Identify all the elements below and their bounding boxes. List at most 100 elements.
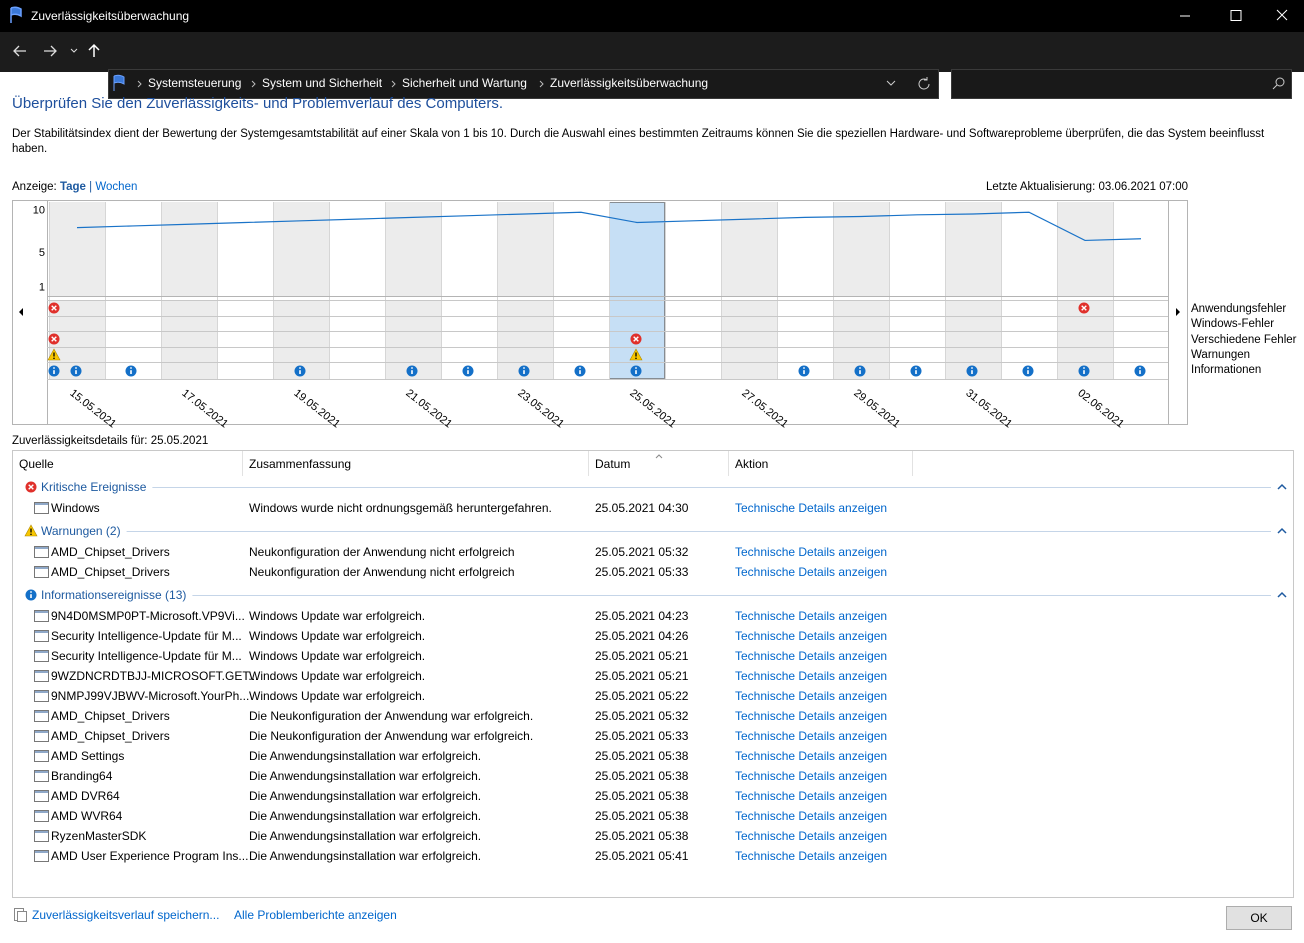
nav-buttons — [13, 43, 100, 57]
group-title[interactable]: Kritische Ereignisse — [41, 480, 147, 494]
error-icon-cross — [51, 305, 57, 311]
table-cell: 25.05.2021 05:38 — [595, 829, 689, 843]
table-cell: Windows Update war erfolgreich. — [249, 649, 426, 663]
up-button[interactable] — [88, 43, 100, 57]
info-icon-dot — [53, 367, 55, 369]
table-cell: 25.05.2021 05:22 — [595, 689, 689, 703]
group-title[interactable]: Warnungen (2) — [41, 524, 121, 538]
details-link[interactable]: Technische Details anzeigen — [735, 729, 888, 743]
breadcrumb-item[interactable]: Sicherheit und Wartung — [402, 76, 527, 90]
details-link[interactable]: Technische Details anzeigen — [735, 829, 888, 843]
table-cell: 25.05.2021 05:32 — [595, 709, 689, 723]
day-column-shade — [161, 202, 217, 296]
app-icon-bar — [35, 771, 48, 773]
view-weeks[interactable]: Wochen — [95, 181, 138, 193]
day-column-shade — [497, 202, 553, 296]
info-icon-dot — [579, 367, 581, 369]
details-link[interactable]: Technische Details anzeigen — [735, 565, 888, 579]
y-tick-label: 1 — [39, 281, 45, 293]
title-bar: Zuverlässigkeitsüberwachung — [0, 0, 1304, 32]
table-cell: 25.05.2021 05:21 — [595, 669, 689, 683]
group-title[interactable]: Informationsereignisse (13) — [41, 588, 187, 602]
problem-reports-link[interactable]: Alle Problemberichte anzeigen — [234, 908, 397, 922]
details-link[interactable]: Technische Details anzeigen — [735, 689, 888, 703]
details-link[interactable]: Technische Details anzeigen — [735, 649, 888, 663]
details-link[interactable]: Technische Details anzeigen — [735, 749, 888, 763]
table-cell: 9NMPJ99VJBWV-Microsoft.YourPh... — [51, 689, 250, 703]
breadcrumb-item[interactable]: Zuverlässigkeitsüberwachung — [550, 76, 709, 90]
sort-indicator — [655, 454, 663, 459]
app-icon — [34, 546, 49, 558]
app-icon — [34, 830, 49, 842]
breadcrumb-item[interactable]: System und Sicherheit — [262, 76, 383, 90]
table-cell: AMD User Experience Program Ins... — [51, 849, 249, 863]
address-bar: Systemsteuerung System und Sicherheit Sich… — [0, 32, 1304, 99]
save-history-link[interactable]: Zuverlässigkeitsverlauf speichern... — [32, 908, 220, 922]
history-button[interactable] — [70, 48, 78, 53]
table-cell: Windows — [51, 501, 100, 515]
details-link[interactable]: Technische Details anzeigen — [735, 849, 888, 863]
column-header[interactable]: Aktion — [735, 457, 769, 471]
breadcrumb-box: Systemsteuerung System und Sicherheit Sich… — [108, 69, 939, 99]
last-update: Letzte Aktualisierung: 03.06.2021 07:00 — [985, 181, 1188, 193]
day-column-shade — [833, 202, 889, 296]
day-column-shade — [721, 300, 777, 379]
day-column-shade — [945, 202, 1001, 296]
details-link[interactable]: Technische Details anzeigen — [735, 709, 888, 723]
column-header[interactable]: Datum — [595, 457, 631, 471]
event-row-label: Warnungen — [1191, 348, 1251, 361]
ok-button[interactable]: OK — [1226, 906, 1292, 930]
table-cell: RyzenMasterSDK — [51, 829, 147, 843]
info-icon-dot — [467, 367, 469, 369]
view-days[interactable]: Tage — [59, 181, 86, 193]
search-box[interactable] — [951, 69, 1292, 99]
column-header[interactable]: Zusammenfassung — [249, 457, 352, 471]
table-cell: Die Neukonfiguration der Anwendung war e… — [249, 729, 534, 743]
app-icon — [34, 630, 49, 642]
column-header[interactable]: Quelle — [19, 457, 54, 471]
close-button[interactable] — [1276, 9, 1288, 21]
y-tick-label: 5 — [39, 247, 45, 259]
details-link[interactable]: Technische Details anzeigen — [735, 545, 888, 559]
info-icon-dot — [803, 367, 805, 369]
app-icon-bar — [35, 711, 48, 713]
info-icon-dot — [1139, 367, 1141, 369]
error-icon-cross — [1081, 305, 1087, 311]
app-icon — [34, 690, 49, 702]
details-link[interactable]: Technische Details anzeigen — [735, 609, 888, 623]
forward-button[interactable] — [44, 45, 57, 57]
info-icon-dot — [411, 367, 413, 369]
details-link[interactable]: Technische Details anzeigen — [735, 501, 888, 515]
info-icon-dot — [1027, 367, 1029, 369]
event-row-label: Verschiedene Fehler — [1191, 333, 1297, 346]
app-icon — [34, 750, 49, 762]
app-icon-bar — [35, 671, 48, 673]
details-link[interactable]: Technische Details anzeigen — [735, 629, 888, 643]
maximize-button[interactable] — [1230, 10, 1242, 21]
breadcrumb-item[interactable]: Systemsteuerung — [148, 76, 242, 90]
table-cell: 25.05.2021 04:30 — [595, 501, 689, 515]
back-button[interactable] — [13, 45, 26, 57]
info-icon-dot — [75, 367, 77, 369]
table-cell: AMD_Chipset_Drivers — [51, 709, 170, 723]
table-cell: Die Anwendungsinstallation war erfolgrei… — [249, 809, 482, 823]
table-cell: Die Anwendungsinstallation war erfolgrei… — [249, 769, 482, 783]
table-lines — [13, 451, 1293, 862]
table-cell: 25.05.2021 05:33 — [595, 729, 689, 743]
selected-day — [609, 202, 665, 379]
table-cell: Windows Update war erfolgreich. — [249, 669, 426, 683]
details-link[interactable]: Technische Details anzeigen — [735, 809, 888, 823]
table-cell: AMD WVR64 — [51, 809, 123, 823]
table-cell: 25.05.2021 05:32 — [595, 545, 689, 559]
collapse-button — [1277, 527, 1287, 534]
app-icon-bar — [35, 631, 48, 633]
collapse-button — [1277, 591, 1287, 598]
details-link[interactable]: Technische Details anzeigen — [735, 769, 888, 783]
stability-line — [76, 211, 1142, 242]
details-link[interactable]: Technische Details anzeigen — [735, 669, 888, 683]
location-icon — [113, 74, 125, 91]
search-icon — [1272, 77, 1285, 90]
details-link[interactable]: Technische Details anzeigen — [735, 789, 888, 803]
table-cell: 25.05.2021 05:41 — [595, 849, 689, 863]
